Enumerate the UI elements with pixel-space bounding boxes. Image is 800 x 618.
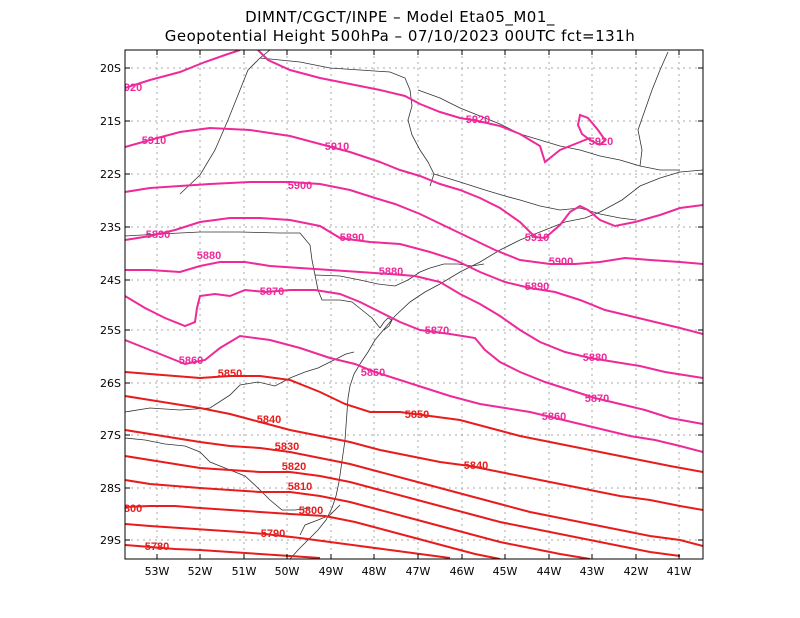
contour-label: 5870 — [260, 286, 284, 298]
contour-label: 5860 — [179, 355, 203, 367]
contour-label: 5780 — [145, 541, 169, 553]
contour-lines — [125, 50, 703, 559]
contour-label: 5850 — [405, 409, 429, 421]
contour-label: 5860 — [542, 411, 566, 423]
contour-5810 — [125, 479, 591, 559]
contour-label: 5810 — [288, 481, 312, 493]
lat-tick-label: 27S — [100, 429, 121, 442]
lon-tick-label: 49W — [319, 565, 344, 578]
contour-label: 5910 — [525, 232, 549, 244]
contour-5920-main — [125, 50, 591, 164]
state-border-8 — [637, 51, 669, 167]
contour-5880 — [125, 261, 703, 379]
lat-tick-label: 20S — [100, 62, 121, 75]
lat-tick-label: 25S — [100, 324, 121, 337]
contour-label: 5800 — [118, 503, 142, 515]
lon-tick-label: 53W — [145, 565, 170, 578]
contour-label: 5840 — [464, 460, 488, 472]
lat-tick-label: 21S — [100, 115, 121, 128]
contour-5900 — [125, 181, 703, 265]
lon-tick-label: 43W — [580, 565, 605, 578]
contour-label: 5820 — [282, 461, 306, 473]
latitude-axis: 20S 21S 22S 23S 24S 25S 26S 27S 28S 29S — [100, 62, 703, 547]
contour-label: 5890 — [525, 281, 549, 293]
lat-tick-label: 29S — [100, 534, 121, 547]
map-title-line2: Geopotential Height 500hPa – 07/10/2023 … — [164, 27, 636, 45]
contour-label: 5850 — [218, 368, 242, 380]
lat-tick-label: 24S — [100, 274, 121, 287]
contour-label: 5920 — [118, 82, 142, 94]
lon-tick-label: 44W — [537, 565, 562, 578]
state-border-4 — [179, 50, 271, 195]
contour-label: 5880 — [197, 250, 221, 262]
lon-tick-label: 41W — [667, 565, 692, 578]
state-border-3 — [125, 437, 311, 511]
contour-5920-loop — [576, 113, 607, 146]
coastline-borders — [125, 50, 703, 559]
contour-5860 — [125, 334, 703, 453]
contour-label: 5870 — [585, 393, 609, 405]
lon-tick-label: 45W — [493, 565, 518, 578]
lon-tick-label: 46W — [450, 565, 475, 578]
contour-label: 5920 — [466, 114, 490, 126]
contour-label: 5800 — [299, 505, 323, 517]
contour-label: 5860 — [361, 367, 385, 379]
lon-tick-label: 52W — [188, 565, 213, 578]
contour-label: 5830 — [275, 441, 299, 453]
contour-5870 — [125, 288, 703, 425]
contour-5800 — [125, 505, 501, 559]
contour-5790 — [125, 523, 451, 559]
lat-tick-label: 23S — [100, 221, 121, 234]
contour-label: 5790 — [261, 528, 285, 540]
lon-tick-label: 48W — [362, 565, 387, 578]
contour-label: 5880 — [583, 352, 607, 364]
lon-tick-label: 47W — [406, 565, 431, 578]
contour-label: 5900 — [549, 256, 573, 268]
lat-tick-label: 28S — [100, 482, 121, 495]
longitude-axis: 53W 52W 51W 50W 49W 48W 47W 46W 45W 44W … — [145, 50, 692, 578]
state-border-1 — [125, 231, 381, 329]
state-border-6 — [433, 173, 637, 221]
lat-tick-label: 26S — [100, 377, 121, 390]
contour-label: 5880 — [379, 266, 403, 278]
contour-5890 — [125, 217, 703, 335]
lat-lon-grid — [125, 50, 703, 559]
state-border-7 — [417, 89, 680, 171]
contour-5910 — [125, 126, 703, 240]
lon-tick-label: 51W — [232, 565, 257, 578]
lagoon-coast — [299, 504, 341, 536]
contour-label: 5840 — [257, 414, 281, 426]
paranagua-bay — [379, 317, 393, 331]
contour-label: 5920 — [589, 136, 613, 148]
contour-5830 — [125, 429, 703, 547]
atlantic-coastline — [289, 169, 703, 559]
map-title-line1: DIMNT/CGCT/INPE – Model Eta05_M01_ — [245, 8, 555, 26]
contour-5850 — [125, 371, 703, 473]
contour-5780 — [125, 544, 321, 559]
lat-tick-label: 22S — [100, 168, 121, 181]
contour-5840 — [125, 395, 703, 511]
state-border-5 — [259, 57, 435, 187]
contour-5820 — [125, 455, 681, 557]
contour-label: 5910 — [142, 135, 166, 147]
lon-tick-label: 42W — [624, 565, 649, 578]
plot-frame — [124, 49, 704, 560]
contour-label: 5890 — [340, 232, 364, 244]
contour-label: 5910 — [325, 141, 349, 153]
lon-tick-label: 50W — [275, 565, 300, 578]
contour-label: 5890 — [146, 229, 170, 241]
contour-labels: 5920 5920 5920 5910 5910 5910 5900 5900 … — [118, 82, 613, 553]
state-border-2 — [125, 351, 355, 413]
contour-label: 5870 — [425, 325, 449, 337]
contour-label: 5900 — [288, 180, 312, 192]
